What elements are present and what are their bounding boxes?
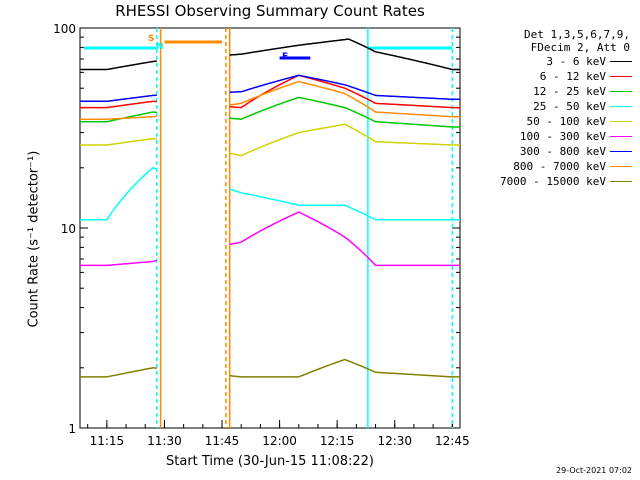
legend-entry: 12 - 25 keV [470, 84, 638, 99]
chart-title: RHESSI Observing Summary Count Rates [115, 2, 425, 20]
legend-entry: 6 - 12 keV [470, 69, 638, 84]
x-tick-label: 11:30 [147, 434, 182, 448]
legend-header-2: FDecim 2, Att 0 [530, 41, 630, 54]
series-line [80, 367, 157, 378]
series-line [80, 100, 157, 109]
series-line [229, 74, 460, 101]
plot-frame [79, 27, 461, 429]
series-line [229, 74, 460, 109]
chart-legend: Det 1,3,5,6,7,9, FDecim 2, Att 0 3 - 6 k… [470, 28, 638, 189]
legend-label: 25 - 50 keV [533, 100, 606, 113]
flag-f: F [282, 52, 289, 62]
x-tick-label: 12:00 [262, 434, 297, 448]
flag-s: S [148, 34, 155, 44]
legend-swatch [610, 91, 632, 92]
legend-swatch [610, 121, 632, 122]
y-tick-label: 1 [68, 422, 76, 436]
series-line [229, 211, 460, 267]
series-line [80, 166, 157, 221]
legend-swatch [610, 76, 632, 77]
legend-entry: 3 - 6 keV [470, 54, 638, 69]
timestamp: 29-Oct-2021 07:02 [556, 466, 632, 475]
legend-swatch [610, 151, 632, 152]
legend-label: 3 - 6 keV [546, 55, 606, 68]
legend-label: 7000 - 15000 keV [500, 175, 606, 188]
legend-label: 6 - 12 keV [539, 70, 606, 83]
legend-label: 50 - 100 keV [526, 115, 606, 128]
x-tick-label: 11:15 [90, 434, 125, 448]
x-tick-label: 12:45 [435, 434, 470, 448]
legend-swatch [610, 166, 632, 167]
x-axis-label: Start Time (30-Jun-15 11:08:22) [166, 454, 374, 469]
legend-header-1: Det 1,3,5,6,7,9, [524, 28, 630, 41]
flag-n: N [156, 42, 164, 52]
legend-entry: 800 - 7000 keV [470, 159, 638, 174]
series-line [80, 259, 157, 267]
legend-swatch [610, 136, 632, 137]
series-line [80, 137, 157, 146]
series-line [229, 123, 460, 157]
series-line [80, 60, 157, 71]
legend-label: 300 - 800 keV [519, 145, 606, 158]
y-tick-label: 100 [53, 22, 76, 36]
series-line [229, 80, 460, 118]
series-line [229, 96, 460, 128]
legend-label: 100 - 300 keV [519, 130, 606, 143]
legend-swatch [610, 61, 632, 62]
x-tick-label: 12:30 [377, 434, 412, 448]
legend-entry: 300 - 800 keV [470, 144, 638, 159]
series-line [80, 94, 157, 103]
y-axis-label: Count Rate (s⁻¹ detector⁻¹) [26, 150, 42, 328]
series-line [80, 115, 157, 120]
x-tick-label: 11:45 [205, 434, 240, 448]
legend-entry: 100 - 300 keV [470, 129, 638, 144]
series-line [229, 358, 460, 378]
legend-entry: 25 - 50 keV [470, 99, 638, 114]
legend-entry: 7000 - 15000 keV [470, 174, 638, 189]
legend-swatch [610, 181, 632, 182]
legend-entry: 50 - 100 keV [470, 114, 638, 129]
y-tick-label: 10 [61, 222, 76, 236]
legend-label: 800 - 7000 keV [513, 160, 606, 173]
series-line [229, 38, 460, 71]
series-line [229, 188, 460, 221]
legend-swatch [610, 106, 632, 107]
x-tick-label: 12:15 [320, 434, 355, 448]
legend-label: 12 - 25 keV [533, 85, 606, 98]
